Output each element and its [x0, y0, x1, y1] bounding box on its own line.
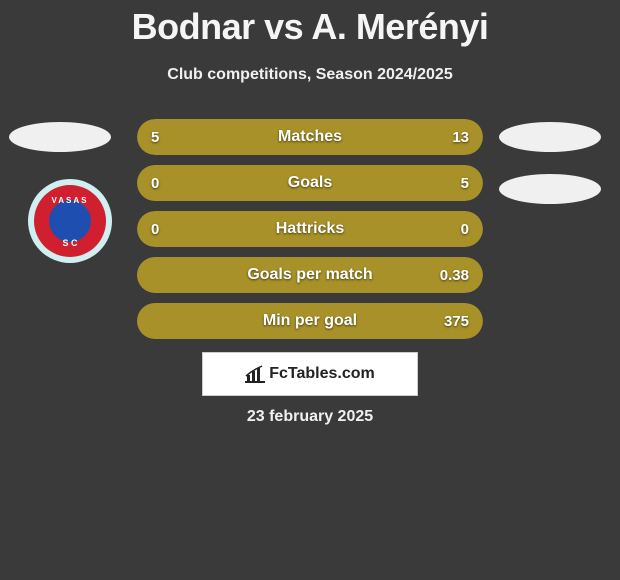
comparison-bars: Matches513Goals05Hattricks00Goals per ma…	[137, 119, 483, 349]
bar-fill-left	[137, 165, 151, 201]
stat-row: Goals per match0.38	[137, 257, 483, 293]
bar-fill-left	[137, 303, 151, 339]
subtitle: Club competitions, Season 2024/2025	[0, 66, 620, 84]
stat-value-right: 375	[444, 303, 469, 339]
bar-fill-left	[137, 257, 151, 293]
player-right-avatar-1	[499, 122, 601, 152]
bar-fill-right	[151, 165, 483, 201]
stat-value-left: 5	[151, 119, 159, 155]
club-badge-icon: VASAS S C	[28, 179, 112, 263]
stat-row: Goals05	[137, 165, 483, 201]
stat-value-left: 0	[151, 211, 159, 247]
bar-fill-right	[310, 211, 483, 247]
brand-text: FcTables.com	[269, 365, 375, 383]
bar-fill-right	[151, 303, 483, 339]
stat-value-right: 13	[452, 119, 469, 155]
stat-value-right: 0.38	[440, 257, 469, 293]
bar-fill-left	[137, 211, 310, 247]
chart-icon	[245, 365, 265, 383]
page-title: Bodnar vs A. Merényi	[0, 0, 620, 48]
svg-text:VASAS: VASAS	[52, 196, 89, 205]
stat-value-right: 5	[461, 165, 469, 201]
stat-value-right: 0	[461, 211, 469, 247]
stat-row: Hattricks00	[137, 211, 483, 247]
bar-fill-right	[234, 119, 483, 155]
stat-row: Matches513	[137, 119, 483, 155]
stat-row: Min per goal375	[137, 303, 483, 339]
svg-text:S C: S C	[62, 238, 78, 248]
stat-value-left: 0	[151, 165, 159, 201]
player-right-avatar-2	[499, 174, 601, 204]
bar-fill-right	[151, 257, 483, 293]
club-badge-left: VASAS S C	[28, 179, 112, 263]
date-label: 23 february 2025	[0, 408, 620, 426]
brand-box[interactable]: FcTables.com	[202, 352, 418, 396]
player-left-avatar	[9, 122, 111, 152]
